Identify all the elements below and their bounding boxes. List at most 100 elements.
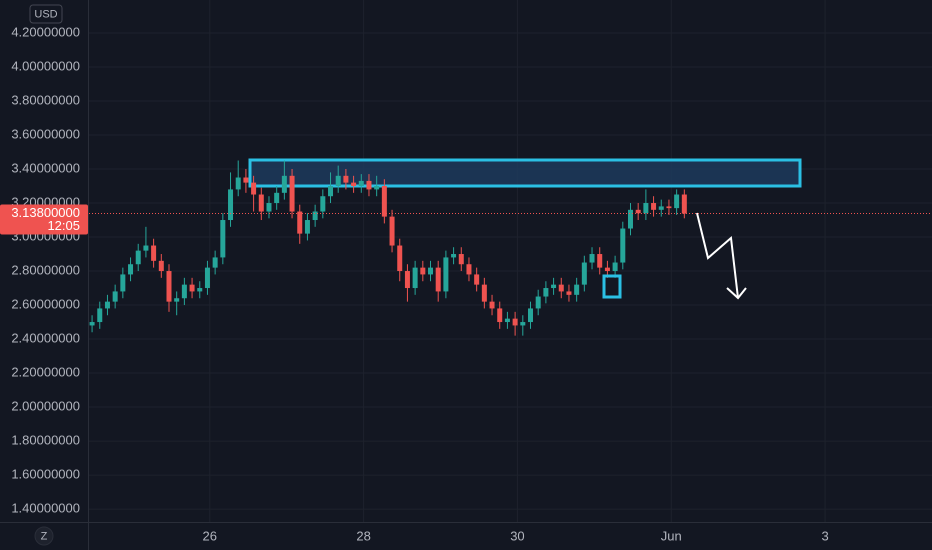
x-tick-label: Jun [661, 528, 682, 543]
grid [89, 0, 932, 522]
y-tick-label: 1.60000000 [11, 467, 80, 482]
candle-body [604, 267, 610, 272]
candle-body [451, 254, 457, 258]
candle-body [428, 267, 434, 275]
candle-body [258, 194, 264, 212]
candle-body [197, 288, 203, 292]
candle-body [527, 308, 533, 323]
x-tick-label: 28 [356, 528, 370, 543]
candle-body [243, 177, 249, 183]
projection-arrow [696, 212, 739, 299]
candle-body [612, 262, 618, 272]
candle-body [381, 186, 387, 217]
candle-body [266, 203, 272, 212]
candle-body [343, 175, 349, 183]
y-tick-label: 1.40000000 [11, 501, 80, 516]
candle-body [520, 322, 526, 326]
candle-body [435, 267, 441, 292]
candle-body [489, 301, 495, 309]
y-tick-label: 1.80000000 [11, 433, 80, 448]
candle-body [466, 264, 472, 275]
candle-body [174, 298, 180, 302]
candle-body [304, 220, 310, 234]
candle-body [97, 308, 103, 323]
candle-body [412, 267, 418, 289]
candle-body [643, 203, 649, 214]
candle-body [551, 284, 557, 289]
candle-body [366, 180, 372, 190]
candle-body [166, 271, 172, 302]
y-tick-label: 2.40000000 [11, 330, 80, 345]
candle-body [535, 296, 541, 309]
scale-button-label[interactable]: Z [41, 530, 48, 542]
y-tick-label: 4.00000000 [11, 58, 80, 73]
scale-button[interactable] [34, 526, 54, 546]
candle-body [312, 211, 318, 221]
candle-body [351, 182, 357, 187]
candle-body [235, 177, 241, 190]
candle-body [666, 206, 672, 209]
candle-body [574, 284, 580, 295]
candle-body [220, 220, 226, 258]
candle-body [335, 175, 341, 187]
arrow-head [726, 287, 747, 300]
candle-body [135, 250, 141, 265]
countdown-label: 12:05 [47, 218, 80, 233]
y-tick-label: 2.20000000 [11, 364, 80, 379]
candle-body [443, 257, 449, 292]
candle-body [89, 322, 95, 326]
candle-body [627, 209, 633, 229]
candle-body [274, 192, 280, 204]
candle-body [420, 267, 426, 275]
candle-body [112, 291, 118, 302]
candle-body [543, 288, 549, 297]
candle-body [389, 216, 395, 246]
x-tick-label: 26 [203, 528, 217, 543]
x-tick-label: 3 [821, 528, 828, 543]
candle-body [512, 318, 518, 326]
currency-box [29, 4, 63, 24]
candle-body [474, 274, 480, 285]
y-tick-label: 3.80000000 [11, 92, 80, 107]
candle-body [404, 271, 410, 289]
candle-body [374, 186, 380, 190]
candle-body [358, 180, 364, 187]
candle-body [297, 211, 303, 234]
last-price-label: 3.13800000 [11, 205, 80, 220]
candle-body [497, 308, 503, 323]
candle-body [566, 291, 572, 295]
candle-body [204, 267, 210, 289]
support-box [602, 274, 622, 299]
y-tick-label: 2.60000000 [11, 296, 80, 311]
y-tick-label: 2.00000000 [11, 398, 80, 413]
candle-body [289, 175, 295, 212]
candle-body [151, 245, 157, 261]
candle-body [328, 186, 334, 197]
candle-body [620, 228, 626, 263]
candle-body [681, 194, 687, 214]
candle-body [558, 284, 564, 292]
candle-body [320, 196, 326, 212]
candle-body [120, 274, 126, 292]
candle-body [635, 209, 641, 214]
y-tick-label: 3.60000000 [11, 126, 80, 141]
candle-body [212, 257, 218, 268]
candle-body [658, 206, 664, 210]
candle-body [128, 264, 134, 275]
candle-body [504, 318, 510, 323]
y-tick-label: 4.20000000 [11, 24, 80, 39]
candle-body [481, 284, 487, 302]
candle-body [589, 254, 595, 263]
candle-body [104, 301, 110, 309]
candle-body [581, 262, 587, 285]
candles [89, 160, 932, 336]
candle-body [158, 260, 164, 272]
candle-body [458, 254, 464, 265]
y-tick-label: 3.40000000 [11, 160, 80, 175]
candle-body [397, 245, 403, 272]
candle-body [597, 254, 603, 268]
x-tick-label: 30 [510, 528, 524, 543]
last-price-tag [0, 204, 88, 235]
